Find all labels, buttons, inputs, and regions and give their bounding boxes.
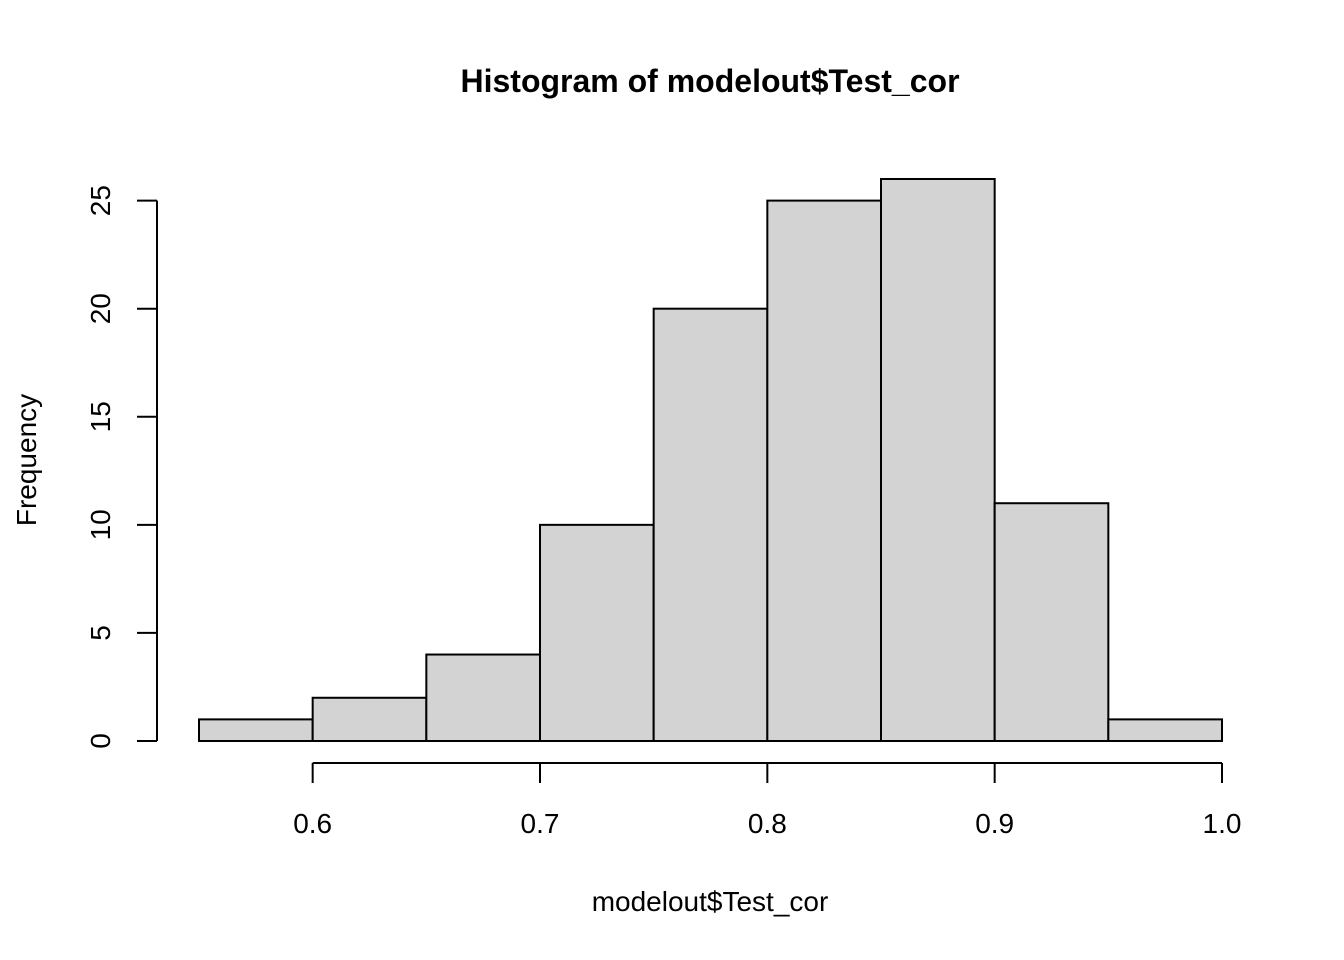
y-tick-label: 10 <box>85 509 116 540</box>
histogram-bar <box>880 178 996 742</box>
histogram-bars <box>198 178 1224 743</box>
x-tick-label: 0.6 <box>293 808 332 839</box>
x-tick-label: 1.0 <box>1203 808 1242 839</box>
histogram-bar <box>652 307 769 742</box>
x-tick-label: 0.9 <box>975 808 1014 839</box>
x-tick-label: 0.7 <box>521 808 560 839</box>
histogram-bar <box>425 653 542 742</box>
chart-title: Histogram of modelout$Test_cor <box>460 63 959 99</box>
histogram-bar <box>766 199 882 743</box>
y-tick-label: 20 <box>85 293 116 324</box>
x-tick-label: 0.8 <box>748 808 787 839</box>
y-axis: 0 5 10 15 20 25 <box>85 185 158 749</box>
histogram-bar <box>993 502 1110 742</box>
histogram-bar <box>311 696 428 742</box>
y-tick-label: 5 <box>85 625 116 641</box>
y-tick-label: 25 <box>85 185 116 216</box>
histogram-bar <box>198 718 314 743</box>
y-tick-label: 15 <box>85 401 116 432</box>
x-axis-label: modelout$Test_cor <box>592 886 829 917</box>
y-tick-label: 0 <box>85 733 116 749</box>
histogram-bar <box>1107 718 1224 743</box>
histogram-bar <box>539 523 655 742</box>
x-axis: 0.6 0.7 0.8 0.9 1.0 <box>293 762 1242 839</box>
y-axis-label: Frequency <box>11 394 42 526</box>
